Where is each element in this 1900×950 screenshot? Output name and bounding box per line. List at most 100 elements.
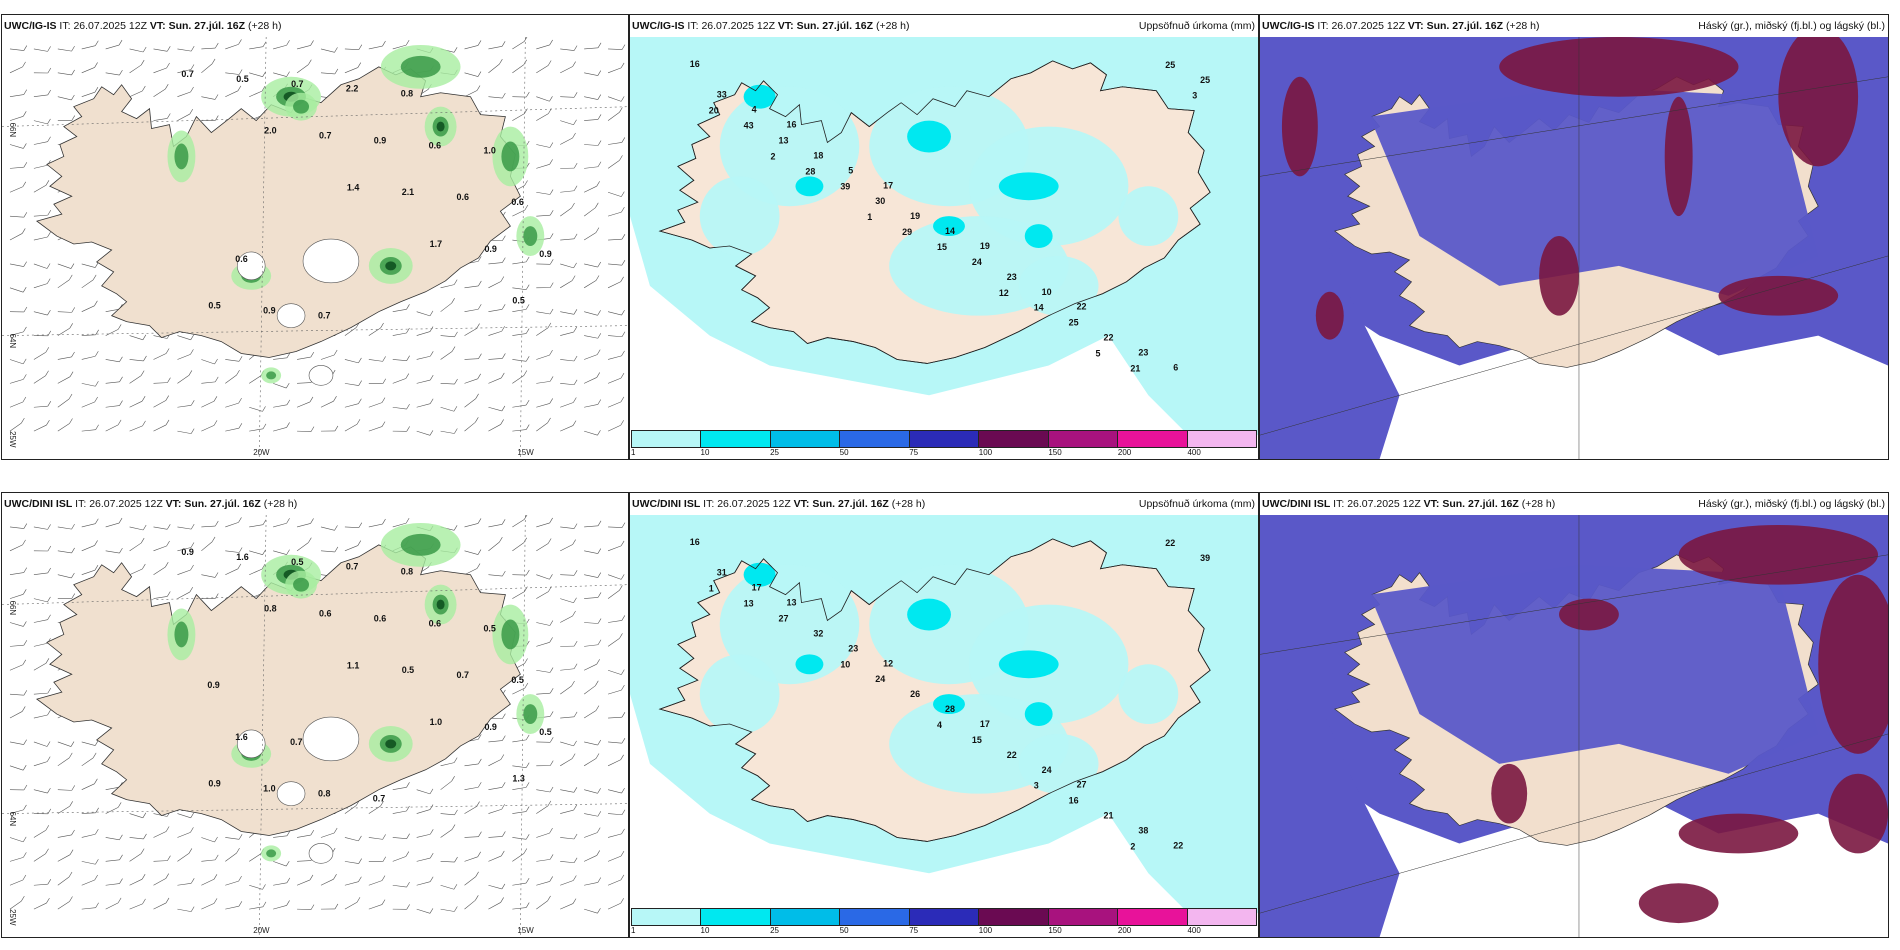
precip-value-label: 2.1 bbox=[402, 187, 414, 197]
precip-value-labels: 0.9 0.8 1.1 1.0 1.3 1.6 0.6 0.5 0.9 0.9 0.5 0.6 0.7 0… bbox=[181, 547, 551, 804]
wind-barb-flag bbox=[188, 848, 193, 854]
wind-barb-flag bbox=[238, 547, 243, 553]
wind-barb-flag bbox=[45, 658, 50, 664]
panel-top-precip: UWC/IG-IS IT: 26.07.2025 12Z VT: Sun. 27… bbox=[629, 14, 1259, 460]
wind-map[interactable]: 66N 64N 25W 20W 15W 0.7 2.0 1.4 1.7 0.5 0.5 0.7 2.1 0… bbox=[2, 37, 628, 459]
wind-barb-flag bbox=[261, 85, 266, 92]
wind-barb bbox=[81, 45, 96, 50]
wind-barb bbox=[9, 594, 24, 599]
wind-barb-flag bbox=[620, 372, 625, 379]
wind-barb bbox=[57, 757, 70, 767]
panel-bot-wind: UWC/DINI ISL IT: 26.07.2025 12Z VT: Sun.… bbox=[1, 492, 629, 938]
wind-barb-flag bbox=[620, 874, 625, 880]
wind-barb-flag bbox=[94, 300, 98, 306]
wind-barb bbox=[57, 96, 72, 101]
wind-barb-flag bbox=[596, 659, 600, 665]
precip-value-label: 43 bbox=[744, 121, 754, 131]
wind-barb bbox=[177, 813, 191, 819]
precip-value-label: 23 bbox=[848, 643, 858, 653]
wind-barb-flag bbox=[140, 59, 145, 66]
wind-barb-flag bbox=[620, 420, 624, 426]
wind-barb bbox=[9, 544, 23, 552]
wind-barb-flag bbox=[237, 563, 242, 569]
wind-barb bbox=[225, 427, 239, 432]
wind-barb bbox=[225, 905, 239, 910]
wind-barb-flag bbox=[238, 517, 242, 523]
wind-barb-flag bbox=[94, 262, 99, 268]
wind-barb-flag bbox=[549, 711, 554, 717]
wind-barb bbox=[9, 879, 24, 886]
wind-barb-flag bbox=[525, 399, 530, 406]
graticule bbox=[2, 515, 628, 937]
wind-barb-flag bbox=[620, 276, 624, 282]
wind-barb bbox=[33, 283, 48, 289]
wind-barb bbox=[488, 523, 503, 528]
wind-barb-flag bbox=[382, 834, 386, 840]
precip-value-label: 10 bbox=[840, 659, 850, 669]
wind-barb bbox=[33, 424, 47, 432]
wind-barb bbox=[488, 262, 503, 265]
wind-barb-flag bbox=[549, 620, 554, 626]
wind-barb bbox=[9, 741, 24, 745]
wind-barb bbox=[225, 880, 239, 886]
wind-barb-flag bbox=[94, 874, 98, 881]
wind-barb-flag bbox=[621, 44, 626, 50]
wind-barb-flag bbox=[334, 546, 339, 553]
wind-barb-flag bbox=[310, 40, 314, 46]
wind-barb-flag bbox=[405, 373, 410, 379]
legend-swatch bbox=[770, 909, 841, 925]
wind-barb-flag bbox=[167, 855, 171, 861]
cloud-map[interactable] bbox=[1260, 515, 1888, 937]
wind-barb-flag bbox=[573, 185, 578, 191]
wind-barb-flag bbox=[621, 350, 625, 357]
wind-barb bbox=[129, 425, 143, 432]
wind-barb bbox=[81, 757, 94, 767]
precip-value-label: 22 bbox=[1007, 750, 1017, 760]
precip-areas bbox=[699, 562, 1179, 794]
wind-barb-flag bbox=[189, 586, 194, 593]
precip-map[interactable]: 16 13 12 17 27 22 17 23 28 24 38 31 32 26 22 21 39 27 24 15… bbox=[630, 515, 1258, 937]
cloud-map[interactable] bbox=[1260, 37, 1888, 459]
wind-barb bbox=[560, 96, 575, 98]
wind-barb bbox=[560, 331, 574, 336]
wind-barb-flag bbox=[453, 884, 458, 890]
wind-barb bbox=[57, 48, 72, 52]
wind-barb bbox=[512, 287, 527, 290]
precip-value-label: 1.4 bbox=[347, 182, 359, 192]
wind-barb-flag bbox=[549, 574, 553, 580]
precip-value-label: 1 bbox=[867, 212, 872, 222]
wind-barb bbox=[440, 383, 455, 385]
wind-map[interactable]: 66N 64N 25W 20W 15W 0.9 0.8 1.1 1.0 1.3 1.6 0.6 0.5 0… bbox=[2, 515, 628, 937]
wind-barb bbox=[153, 831, 167, 838]
precip-map[interactable]: 16 16 17 19 22 6 4 5 14 10 23 33 18 19 23 22 25 13 30 24 25 2… bbox=[630, 37, 1258, 459]
wind-barb bbox=[536, 381, 551, 384]
wind-barb-flag bbox=[549, 737, 554, 743]
wind-barb-flag bbox=[406, 355, 410, 361]
wind-barb-flag bbox=[21, 895, 25, 902]
wind-barb-flag bbox=[95, 518, 99, 524]
wind-barb bbox=[584, 263, 598, 268]
wind-barb bbox=[512, 853, 525, 862]
precip-core bbox=[998, 172, 1059, 201]
wind-barb-flag bbox=[525, 304, 530, 310]
wind-barb-flag bbox=[572, 132, 576, 139]
precip-core bbox=[907, 598, 951, 631]
panel-top-wind: UWC/IG-IS IT: 26.07.2025 12Z VT: Sun. 27… bbox=[1, 14, 629, 460]
wind-barb bbox=[512, 359, 527, 362]
wind-barb-flag bbox=[71, 593, 76, 599]
wind-barb bbox=[608, 335, 622, 338]
wind-barb bbox=[584, 185, 597, 193]
mid-cloud-over-land bbox=[1369, 86, 1819, 296]
wind-barb-flag bbox=[526, 91, 530, 98]
glacier bbox=[308, 365, 334, 386]
precip-patch-core bbox=[523, 704, 538, 725]
wind-barb bbox=[320, 550, 335, 553]
wind-barb-flag bbox=[46, 741, 51, 747]
wind-barb-flag bbox=[310, 351, 315, 358]
wind-barb-flag bbox=[453, 525, 458, 531]
wind-barb-flag bbox=[526, 569, 530, 576]
wind-barb bbox=[583, 710, 597, 719]
precip-value-label: 25 bbox=[1200, 75, 1210, 85]
wind-barb bbox=[368, 45, 383, 50]
panel-subtitle: Háský (gr.), miðský (fj.bl.) og lágský (… bbox=[1698, 20, 1885, 32]
